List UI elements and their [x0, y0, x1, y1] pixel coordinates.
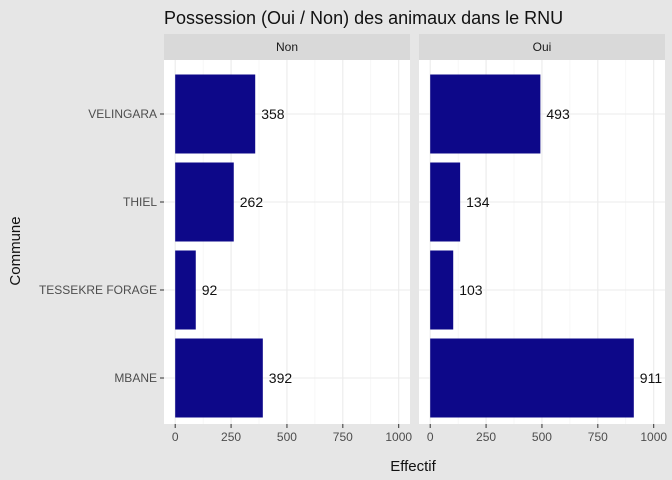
bar-oui-tessekre-forage	[430, 250, 454, 330]
bar-oui-velingara	[430, 74, 541, 154]
bar-non-mbane	[175, 338, 263, 418]
facet-strip-non	[164, 34, 410, 60]
x-axis-title: Effectif	[390, 458, 436, 475]
x-tick-label: 500	[532, 430, 552, 444]
bar-non-thiel	[175, 162, 234, 242]
facet-panels: Non 358 262 92 392 0 250 500 750 1000 Oui 493 134 103…	[164, 34, 667, 444]
facet-strip-label-non: Non	[276, 40, 298, 54]
bar-non-velingara	[175, 74, 256, 154]
x-tick-label: 0	[427, 430, 434, 444]
data-label-oui-velingara: 493	[546, 106, 570, 122]
facet-strip-label-oui: Oui	[533, 40, 552, 54]
data-label-oui-tessekre-forage: 103	[459, 282, 483, 298]
y-tick-label-tessekre-forage: TESSEKRE FORAGE	[39, 283, 157, 297]
data-label-oui-thiel: 134	[466, 194, 490, 210]
data-label-non-tessekre-forage: 92	[202, 282, 218, 298]
x-tick-label: 250	[221, 430, 241, 444]
x-tick-label: 750	[333, 430, 353, 444]
x-tick-label: 0	[172, 430, 179, 444]
y-tick-label-velingara: VELINGARA	[88, 107, 157, 121]
bar-oui-thiel	[430, 162, 461, 242]
facet-strip-oui	[419, 34, 665, 60]
data-label-non-velingara: 358	[261, 106, 285, 122]
x-tick-label: 250	[476, 430, 496, 444]
facet-non: Non 358 262 92 392 0 250 500 750 1000	[164, 34, 412, 444]
y-tick-label-mbane: MBANE	[114, 371, 157, 385]
bar-non-tessekre-forage	[175, 250, 196, 330]
x-tick-label: 750	[588, 430, 608, 444]
x-tick-label: 500	[277, 430, 297, 444]
data-label-non-mbane: 392	[269, 370, 293, 386]
bar-oui-mbane	[430, 338, 634, 418]
y-axis-title: Commune	[7, 216, 24, 285]
y-tick-label-thiel: THIEL	[123, 195, 157, 209]
y-axis-ticks: VELINGARA THIEL TESSEKRE FORAGE MBANE	[39, 107, 164, 385]
x-tick-label: 1000	[640, 430, 667, 444]
facet-oui: Oui 493 134 103 911 0 250 500 750 1000	[419, 34, 667, 444]
x-tick-label: 1000	[385, 430, 412, 444]
data-label-oui-mbane: 911	[640, 370, 663, 386]
chart-title: Possession (Oui / Non) des animaux dans …	[164, 8, 563, 28]
data-label-non-thiel: 262	[240, 194, 264, 210]
